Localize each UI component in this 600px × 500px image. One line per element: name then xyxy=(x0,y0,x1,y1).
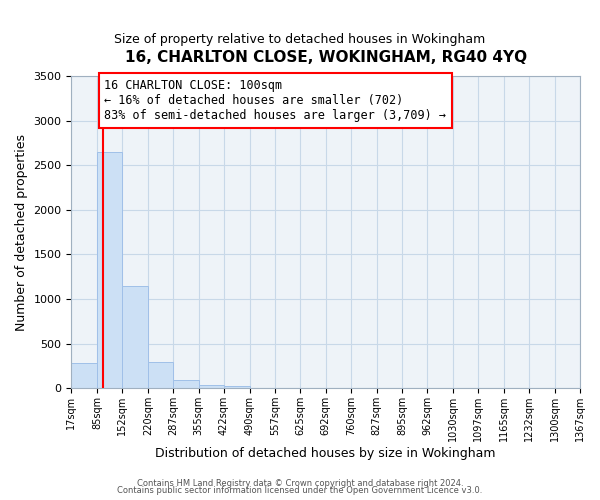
X-axis label: Distribution of detached houses by size in Wokingham: Distribution of detached houses by size … xyxy=(155,447,496,460)
Bar xyxy=(148,362,173,388)
Text: Size of property relative to detached houses in Wokingham: Size of property relative to detached ho… xyxy=(115,32,485,46)
Bar xyxy=(122,286,148,389)
Y-axis label: Number of detached properties: Number of detached properties xyxy=(15,134,28,330)
Bar xyxy=(173,380,199,388)
Title: 16, CHARLTON CLOSE, WOKINGHAM, RG40 4YQ: 16, CHARLTON CLOSE, WOKINGHAM, RG40 4YQ xyxy=(125,50,527,65)
Text: 16 CHARLTON CLOSE: 100sqm
← 16% of detached houses are smaller (702)
83% of semi: 16 CHARLTON CLOSE: 100sqm ← 16% of detac… xyxy=(104,79,446,122)
Text: Contains HM Land Registry data © Crown copyright and database right 2024.: Contains HM Land Registry data © Crown c… xyxy=(137,478,463,488)
Bar xyxy=(224,386,250,388)
Bar xyxy=(97,152,122,388)
Bar xyxy=(71,364,97,388)
Bar xyxy=(199,384,224,388)
Text: Contains public sector information licensed under the Open Government Licence v3: Contains public sector information licen… xyxy=(118,486,482,495)
